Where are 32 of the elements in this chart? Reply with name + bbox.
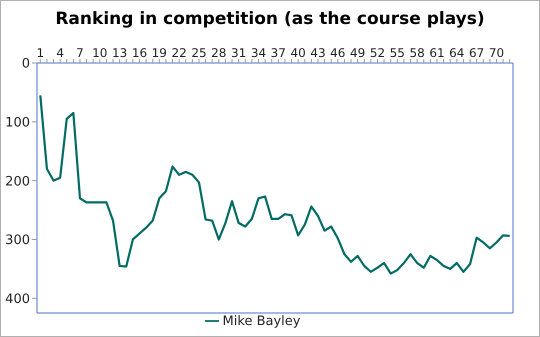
x-tick-label: 7 bbox=[76, 46, 84, 60]
x-tick-label: 16 bbox=[132, 46, 148, 60]
x-tick-label: 25 bbox=[191, 46, 207, 60]
line-series bbox=[39, 94, 511, 275]
x-tick-label: 22 bbox=[172, 46, 187, 60]
x-tick-label: 13 bbox=[112, 46, 128, 60]
x-tick-label: 58 bbox=[410, 46, 425, 60]
y-tick-label: 400 bbox=[5, 292, 30, 307]
x-tick-label: 19 bbox=[152, 46, 167, 60]
x-tick-label: 52 bbox=[370, 46, 386, 60]
x-tick-label: 31 bbox=[231, 46, 246, 60]
x-tick-label: 55 bbox=[390, 46, 405, 60]
x-tick-label: 43 bbox=[310, 46, 326, 60]
x-tick-label: 61 bbox=[429, 46, 445, 60]
x-tick-label: 34 bbox=[250, 46, 266, 60]
x-tick-label: 64 bbox=[449, 46, 464, 60]
x-tick-label: 28 bbox=[211, 46, 226, 60]
y-tick-label: 200 bbox=[5, 174, 30, 190]
y-tick-label: 100 bbox=[5, 115, 30, 130]
chart-title: Ranking in competition (as the course plays) bbox=[54, 9, 486, 31]
x-tick-label: 70 bbox=[488, 46, 504, 60]
x-tick-label: 37 bbox=[270, 46, 286, 60]
x-tick-label: 4 bbox=[56, 46, 64, 60]
x-tick-label: 67 bbox=[469, 46, 484, 60]
y-tick-label: 300 bbox=[5, 233, 30, 248]
legend-label: Mike Bayley bbox=[222, 314, 300, 329]
x-tick-label: 40 bbox=[290, 46, 306, 60]
x-tick-label: 49 bbox=[350, 46, 366, 60]
x-tick-label: 46 bbox=[330, 46, 346, 60]
y-tick-label: 0 bbox=[22, 56, 30, 72]
x-tick-label: 10 bbox=[92, 46, 108, 60]
x-tick-label: 1 bbox=[36, 46, 44, 60]
